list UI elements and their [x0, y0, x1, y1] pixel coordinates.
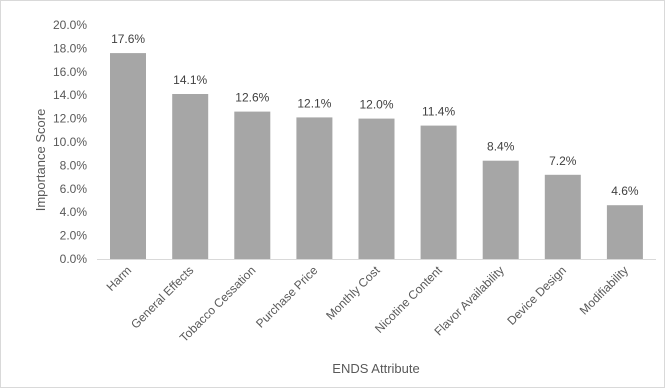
bar — [358, 118, 395, 259]
x-tick-label: Monthly Cost — [323, 263, 383, 323]
data-label: 11.4% — [422, 105, 455, 119]
bar — [234, 111, 271, 259]
bar — [110, 53, 146, 259]
data-label: 12.1% — [297, 96, 331, 110]
bar — [482, 160, 519, 259]
x-tick-label: Device Design — [504, 263, 569, 328]
bar — [544, 174, 581, 259]
y-tick-label: 4.0% — [60, 205, 88, 219]
x-axis-title: ENDS Attribute — [332, 361, 419, 376]
y-tick-label: 10.0% — [53, 135, 87, 149]
data-label: 7.2% — [549, 154, 577, 168]
bar — [606, 205, 643, 259]
y-axis-title: Importance Score — [33, 109, 48, 212]
bars — [110, 53, 643, 260]
data-label: 12.6% — [235, 91, 269, 105]
y-tick-label: 6.0% — [60, 182, 88, 196]
data-label: 14.1% — [173, 73, 207, 87]
data-label: 8.4% — [487, 140, 515, 154]
data-label: 4.6% — [611, 184, 639, 198]
y-tick-label: 0.0% — [60, 252, 88, 266]
data-label: 17.6% — [111, 32, 145, 46]
data-label: 12.0% — [359, 98, 393, 112]
x-tick-label: Harm — [104, 263, 135, 294]
y-tick-label: 20.0% — [53, 18, 87, 32]
y-tick-label: 16.0% — [53, 65, 87, 79]
x-tick-label: General Effects — [128, 263, 196, 331]
y-tick-label: 8.0% — [60, 158, 88, 172]
y-tick-label: 2.0% — [60, 229, 88, 243]
bar — [420, 125, 457, 259]
bar — [172, 94, 209, 259]
x-tick-label: Purchase Price — [253, 263, 321, 331]
data-labels: 17.6% 14.1% 12.6% 12.1% 12.0% 11.4% 8.4% 7.2% 4.… — [111, 32, 639, 198]
y-tick-label: 12.0% — [53, 112, 87, 126]
y-tick-label: 14.0% — [53, 88, 87, 102]
y-tick-label: 18.0% — [53, 41, 87, 55]
bar — [296, 117, 333, 260]
x-tick-label: Modifiability — [577, 263, 631, 317]
y-axis-ticks: 0.0% 2.0% 4.0% 6.0% 8.0% 10.0% 12.0% 14.0% 16.0%… — [53, 18, 87, 266]
